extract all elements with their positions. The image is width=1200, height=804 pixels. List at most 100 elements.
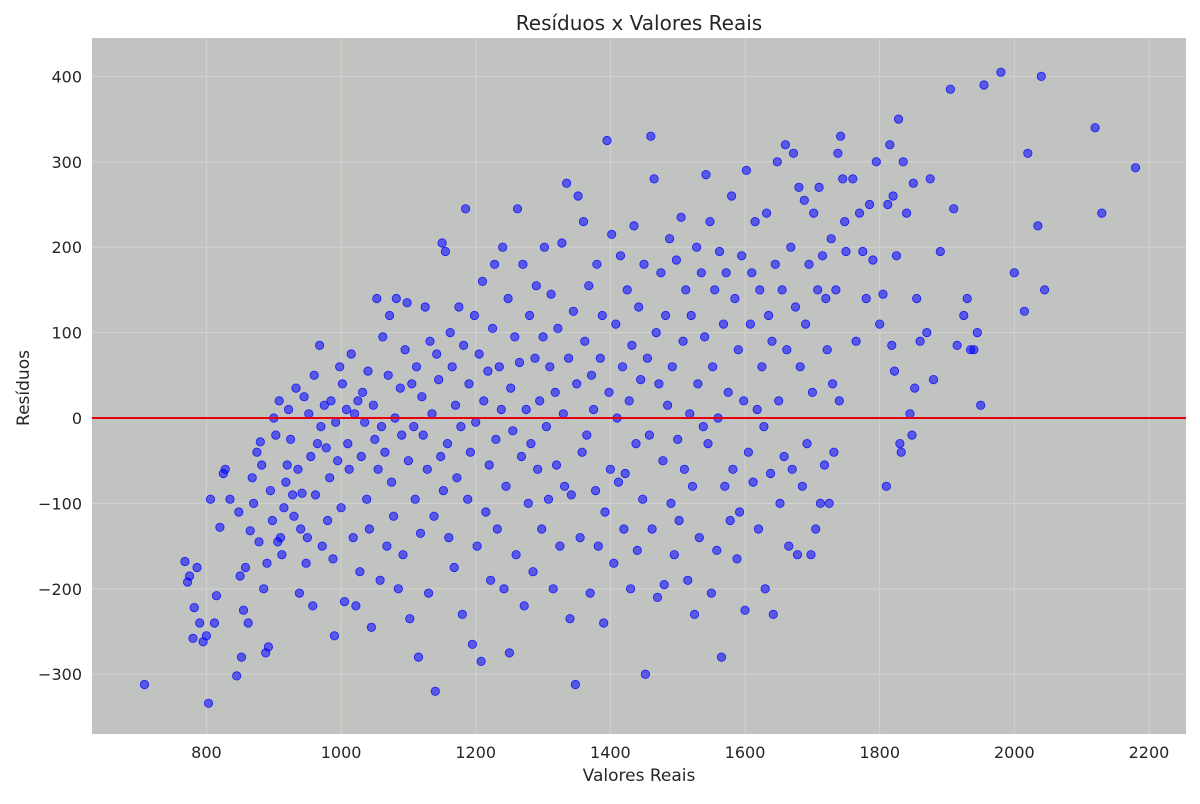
data-point — [662, 400, 673, 410]
data-point — [646, 131, 656, 141]
data-point — [949, 204, 959, 214]
x-axis-ticks: 800 1000 1200 1400 1600 1800 2000 2200 — [191, 743, 1169, 762]
data-point — [638, 494, 648, 504]
data-point — [841, 246, 851, 257]
data-point — [205, 494, 216, 504]
data-point — [625, 584, 636, 594]
data-point — [418, 430, 428, 440]
data-point — [344, 464, 354, 474]
data-point — [257, 460, 267, 470]
data-point — [477, 276, 488, 286]
data-point — [925, 174, 935, 184]
data-point — [568, 306, 579, 316]
data-point — [774, 396, 784, 406]
data-point — [689, 609, 700, 620]
data-point — [972, 327, 982, 338]
data-point — [592, 259, 602, 269]
data-point — [372, 293, 382, 304]
data-point — [440, 246, 450, 257]
data-point — [759, 421, 769, 432]
data-point — [491, 434, 501, 444]
data-point — [822, 345, 832, 355]
data-point — [895, 438, 905, 449]
data-point — [881, 481, 892, 491]
data-point — [281, 477, 291, 487]
data-point — [476, 656, 486, 667]
data-point — [891, 251, 902, 261]
data-point — [714, 246, 725, 257]
data-point — [483, 366, 493, 376]
data-point — [457, 609, 467, 620]
data-point — [393, 584, 403, 594]
data-point — [489, 259, 500, 269]
data-point — [597, 310, 607, 321]
data-point — [510, 332, 520, 342]
data-point — [639, 259, 649, 269]
data-point — [234, 507, 244, 517]
data-point — [659, 579, 669, 590]
data-point — [620, 468, 630, 479]
data-point — [755, 285, 765, 295]
data-point — [848, 174, 858, 184]
data-point — [800, 319, 811, 329]
data-point — [712, 545, 722, 556]
data-point — [792, 550, 803, 560]
data-point — [487, 323, 498, 333]
data-point — [667, 362, 677, 372]
data-point — [254, 537, 264, 547]
data-point — [328, 554, 338, 564]
data-point — [611, 319, 621, 329]
data-point — [915, 336, 925, 346]
data-point — [734, 507, 745, 517]
data-point — [739, 396, 749, 406]
data-point — [617, 362, 628, 372]
data-point — [535, 396, 545, 406]
data-point — [533, 464, 543, 474]
data-point — [395, 383, 405, 393]
data-point — [819, 460, 830, 470]
data-point — [484, 460, 494, 470]
data-point — [301, 558, 311, 568]
data-point — [647, 524, 657, 534]
data-point — [501, 481, 511, 491]
data-point — [757, 362, 767, 372]
data-point — [317, 541, 327, 551]
data-point — [797, 481, 807, 491]
data-point — [600, 507, 610, 517]
data-point — [912, 293, 922, 304]
data-point — [710, 285, 720, 295]
data-point — [402, 298, 412, 308]
data-point — [698, 421, 708, 432]
data-point — [282, 460, 292, 470]
y-axis-ticks: −300 −200 −100 0 100 200 300 400 — [38, 67, 82, 684]
data-point — [743, 447, 754, 457]
data-point — [326, 396, 336, 406]
data-point — [310, 490, 321, 500]
data-point — [1033, 221, 1043, 231]
data-points — [139, 67, 1141, 708]
data-point — [337, 379, 347, 389]
data-point — [935, 246, 945, 257]
data-point — [296, 524, 306, 534]
data-point — [854, 208, 865, 218]
data-point — [590, 485, 601, 496]
data-point — [504, 648, 514, 658]
data-point — [304, 409, 314, 419]
data-point — [896, 447, 906, 457]
data-point — [821, 293, 831, 304]
data-point — [512, 204, 523, 214]
data-point — [804, 259, 814, 269]
data-point — [370, 434, 380, 444]
data-point — [543, 494, 554, 504]
data-point — [498, 242, 508, 252]
y-tick-label: −300 — [38, 665, 82, 684]
data-point — [249, 498, 259, 508]
data-point — [559, 481, 570, 491]
data-point — [806, 550, 816, 560]
data-point — [279, 503, 289, 513]
data-point — [508, 426, 518, 436]
data-point — [541, 421, 552, 432]
data-point — [293, 464, 303, 474]
data-point — [373, 464, 383, 474]
data-point — [442, 438, 453, 449]
